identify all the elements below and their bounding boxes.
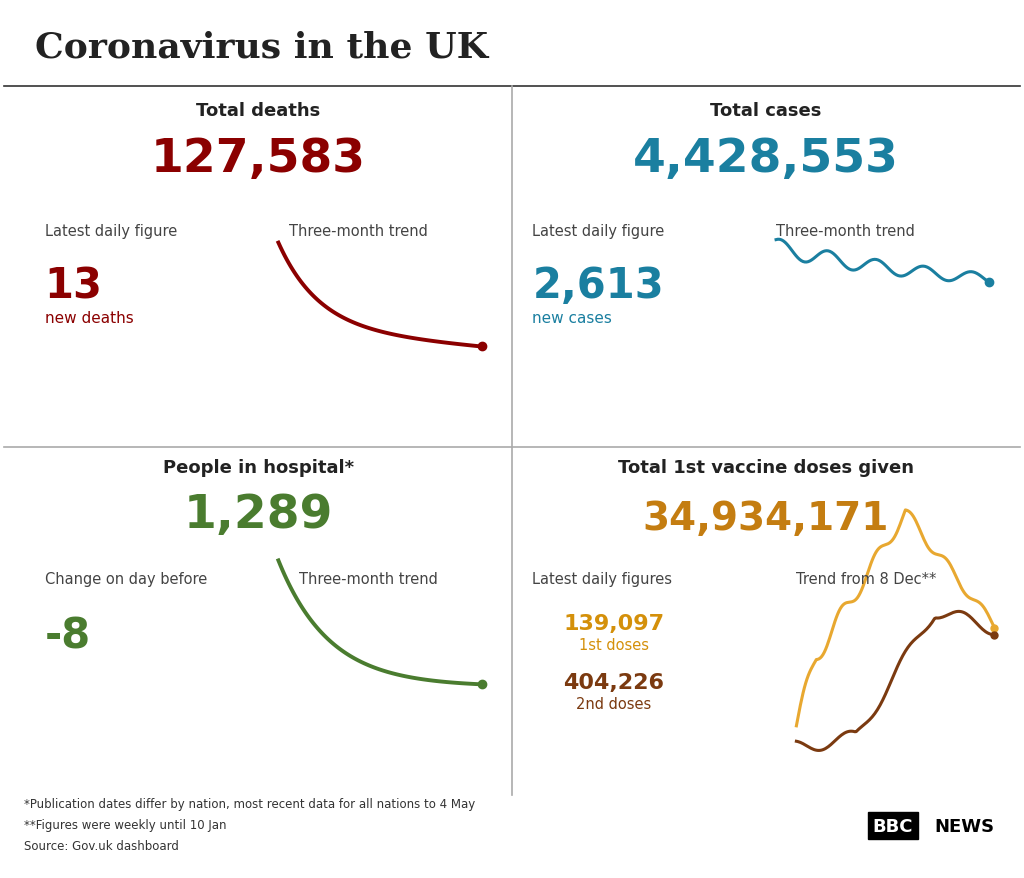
Text: People in hospital*: People in hospital* bbox=[163, 458, 353, 476]
Text: Three-month trend: Three-month trend bbox=[776, 223, 915, 238]
Text: 1st doses: 1st doses bbox=[579, 637, 648, 652]
Text: 139,097: 139,097 bbox=[563, 613, 665, 633]
Text: 13: 13 bbox=[45, 265, 102, 307]
Text: Latest daily figure: Latest daily figure bbox=[532, 223, 665, 238]
Text: Change on day before: Change on day before bbox=[45, 572, 207, 587]
Text: BBC: BBC bbox=[872, 817, 913, 835]
Text: 2nd doses: 2nd doses bbox=[575, 696, 651, 711]
Text: 404,226: 404,226 bbox=[563, 672, 665, 692]
Text: new cases: new cases bbox=[532, 310, 612, 325]
Text: Total 1st vaccine doses given: Total 1st vaccine doses given bbox=[617, 458, 913, 476]
Text: new deaths: new deaths bbox=[45, 310, 133, 325]
Text: *Publication dates differ by nation, most recent data for all nations to 4 May: *Publication dates differ by nation, mos… bbox=[25, 797, 476, 810]
Text: **Figures were weekly until 10 Jan: **Figures were weekly until 10 Jan bbox=[25, 818, 227, 831]
Text: Total cases: Total cases bbox=[711, 102, 821, 119]
Text: 127,583: 127,583 bbox=[151, 136, 366, 181]
Text: Coronavirus in the UK: Coronavirus in the UK bbox=[35, 30, 487, 64]
Text: 4,428,553: 4,428,553 bbox=[633, 136, 899, 181]
Text: 34,934,171: 34,934,171 bbox=[643, 500, 889, 538]
Text: Total deaths: Total deaths bbox=[196, 102, 321, 119]
Text: 1,289: 1,289 bbox=[183, 493, 333, 538]
Text: 2,613: 2,613 bbox=[532, 265, 664, 307]
Text: -8: -8 bbox=[45, 615, 91, 657]
Text: Trend from 8 Dec**: Trend from 8 Dec** bbox=[797, 572, 937, 587]
Text: NEWS: NEWS bbox=[934, 817, 994, 835]
Text: Three-month trend: Three-month trend bbox=[289, 223, 427, 238]
Text: Source: Gov.uk dashboard: Source: Gov.uk dashboard bbox=[25, 839, 179, 852]
Text: Latest daily figures: Latest daily figures bbox=[532, 572, 673, 587]
Text: Three-month trend: Three-month trend bbox=[299, 572, 437, 587]
Text: Latest daily figure: Latest daily figure bbox=[45, 223, 177, 238]
